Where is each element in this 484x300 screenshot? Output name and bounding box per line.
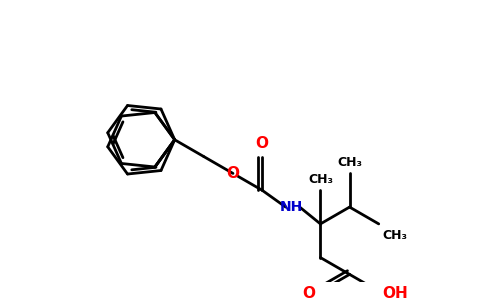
Text: O: O [227, 166, 240, 181]
Text: O: O [302, 286, 315, 300]
Text: CH₃: CH₃ [337, 156, 362, 169]
Text: O: O [256, 136, 269, 151]
Text: CH₃: CH₃ [382, 229, 408, 242]
Text: NH: NH [280, 200, 303, 214]
Text: CH₃: CH₃ [308, 172, 333, 186]
Text: OH: OH [382, 286, 408, 300]
